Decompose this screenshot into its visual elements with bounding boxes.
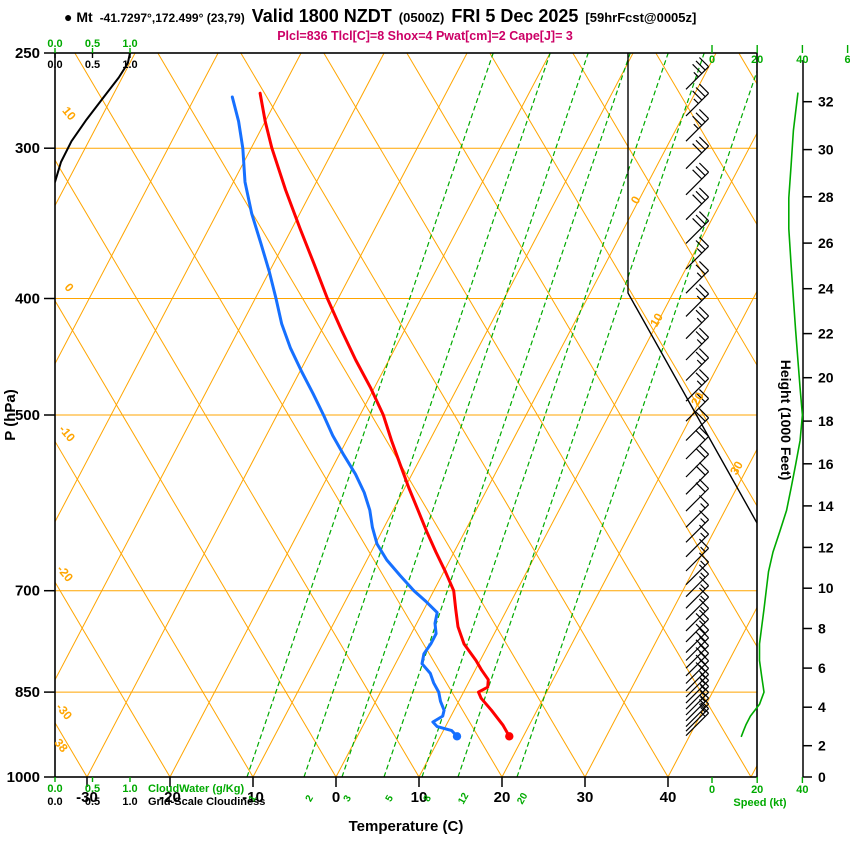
valid-zulu: (0500Z) [398,10,445,25]
svg-text:0: 0 [332,789,340,806]
svg-text:1: 1 [247,793,260,804]
svg-text:-20: -20 [159,789,181,806]
svg-text:26: 26 [818,235,834,251]
svg-text:0.5: 0.5 [85,59,100,71]
svg-text:0.5: 0.5 [85,38,100,50]
svg-text:0: 0 [709,54,715,66]
svg-text:Height (1000 Feet): Height (1000 Feet) [778,360,794,481]
svg-text:-30: -30 [76,789,98,806]
svg-text:0: 0 [709,784,715,796]
svg-text:Grid-Scale Cloudiness: Grid-Scale Cloudiness [148,796,265,808]
svg-text:850: 850 [15,684,40,701]
valid-date: FRI 5 Dec 2025 [451,6,579,26]
svg-text:-10: -10 [242,789,264,806]
svg-text:32: 32 [818,94,834,110]
svg-text:18: 18 [818,413,834,429]
svg-text:1.0: 1.0 [122,59,137,71]
svg-text:20: 20 [494,789,511,806]
svg-text:0.0: 0.0 [47,783,62,795]
station-dot-icon: ● [64,9,73,25]
svg-text:8: 8 [818,621,826,637]
svg-text:40: 40 [660,789,677,806]
svg-text:CloudWater (g/Kg): CloudWater (g/Kg) [148,783,244,795]
svg-text:P (hPa): P (hPa) [2,389,19,440]
svg-text:10: 10 [59,104,79,123]
svg-text:6: 6 [818,660,826,676]
svg-text:10: 10 [818,580,834,596]
svg-text:40: 40 [796,54,808,66]
svg-text:0.0: 0.0 [47,38,62,50]
svg-text:-20: -20 [54,562,76,585]
svg-text:700: 700 [15,583,40,600]
svg-text:0.0: 0.0 [47,796,62,808]
svg-text:24: 24 [818,281,834,297]
svg-text:10: 10 [647,310,666,329]
svg-text:30: 30 [727,458,746,477]
svg-text:8: 8 [422,793,435,804]
svg-text:30: 30 [818,142,834,158]
svg-text:Speed (kt): Speed (kt) [733,797,787,809]
station-name: Mt [76,9,93,25]
station-label: ● Mt [64,9,93,25]
svg-text:Temperature (C): Temperature (C) [349,818,464,835]
svg-text:0: 0 [818,769,826,785]
svg-text:1.0: 1.0 [122,783,137,795]
svg-text:0.5: 0.5 [85,796,100,808]
svg-text:500: 500 [15,407,40,424]
svg-text:40: 40 [796,784,808,796]
svg-text:2: 2 [818,738,826,754]
svg-text:14: 14 [818,498,834,514]
svg-text:3: 3 [342,793,355,804]
svg-text:20: 20 [751,784,763,796]
title-bar: ● Mt -41.7297°,172.499° (23,79) Valid 18… [64,6,696,27]
svg-text:-10: -10 [56,422,78,445]
svg-text:16: 16 [818,456,834,472]
svg-text:-30: -30 [53,700,75,723]
svg-text:30: 30 [577,789,594,806]
svg-text:1000: 1000 [7,769,40,786]
svg-text:0: 0 [62,280,77,294]
valid-time: Valid 1800 NZDT [251,6,392,26]
svg-text:400: 400 [15,291,40,308]
svg-text:1.0: 1.0 [122,38,137,50]
station-coords: -41.7297°,172.499° (23,79) [99,11,245,25]
svg-text:4: 4 [818,699,826,715]
svg-text:20: 20 [515,791,530,807]
svg-text:5: 5 [384,793,397,804]
svg-text:20: 20 [751,54,763,66]
svg-text:20: 20 [688,389,707,408]
svg-text:0.5: 0.5 [85,783,100,795]
sounding-parameters: Plcl=836 Tlcl[C]=8 Shox=4 Pwat[cm]=2 Cap… [277,29,573,43]
svg-text:20: 20 [818,370,834,386]
svg-text:10: 10 [411,789,428,806]
svg-text:28: 28 [818,189,834,205]
svg-text:1.0: 1.0 [122,796,137,808]
svg-text:6: 6 [845,54,850,66]
forecast-hour: [59hrFcst@0005z] [585,10,697,25]
svg-text:2: 2 [304,793,317,804]
svg-text:250: 250 [15,45,40,62]
svg-text:12: 12 [456,791,471,807]
svg-text:12: 12 [818,539,834,555]
svg-text:22: 22 [818,326,834,342]
svg-text:300: 300 [15,140,40,157]
svg-text:0.0: 0.0 [47,59,62,71]
